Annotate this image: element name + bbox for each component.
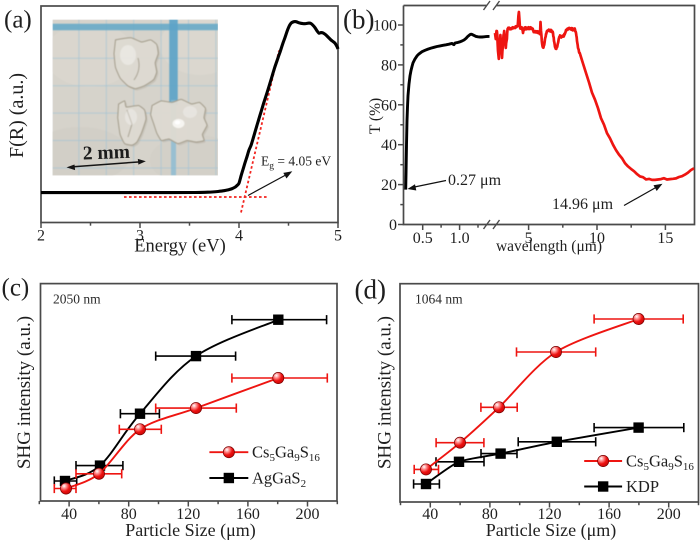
svg-text:160: 160 bbox=[597, 506, 621, 523]
svg-text:4: 4 bbox=[235, 228, 243, 245]
svg-text:120: 120 bbox=[176, 506, 200, 523]
svg-text:(a): (a) bbox=[4, 7, 32, 34]
svg-text:40: 40 bbox=[422, 506, 438, 523]
svg-text:0: 0 bbox=[389, 217, 397, 234]
svg-text:SHG intensity (a.u.): SHG intensity (a.u.) bbox=[14, 316, 35, 469]
svg-text:3: 3 bbox=[136, 228, 144, 245]
svg-text:80: 80 bbox=[482, 506, 498, 523]
svg-text:40: 40 bbox=[381, 137, 397, 154]
svg-text:15: 15 bbox=[657, 230, 673, 247]
svg-text:Energy (eV): Energy (eV) bbox=[134, 237, 226, 257]
svg-text:10: 10 bbox=[589, 230, 605, 247]
svg-text:F(R) (a.u.): F(R) (a.u.) bbox=[6, 73, 28, 158]
svg-text:2050 nm: 2050 nm bbox=[53, 292, 101, 307]
svg-text:T (%): T (%) bbox=[367, 98, 384, 134]
svg-text:200: 200 bbox=[296, 506, 320, 523]
svg-text:200: 200 bbox=[657, 506, 681, 523]
svg-text:5: 5 bbox=[334, 228, 342, 245]
svg-text:160: 160 bbox=[236, 506, 260, 523]
svg-text:2 mm: 2 mm bbox=[82, 142, 130, 165]
svg-text:60: 60 bbox=[381, 97, 397, 114]
svg-text:KDP: KDP bbox=[626, 477, 659, 496]
svg-text:2: 2 bbox=[37, 228, 45, 245]
svg-text:1.0: 1.0 bbox=[450, 230, 470, 247]
svg-text:0.5: 0.5 bbox=[413, 230, 433, 247]
svg-text:120: 120 bbox=[538, 506, 562, 523]
svg-text:20: 20 bbox=[381, 177, 397, 194]
svg-text:0.27 μm: 0.27 μm bbox=[448, 172, 502, 189]
svg-text:40: 40 bbox=[61, 506, 77, 523]
svg-text:80: 80 bbox=[381, 57, 397, 74]
svg-text:100: 100 bbox=[373, 18, 397, 35]
svg-text:(c): (c) bbox=[2, 275, 30, 302]
svg-text:(b): (b) bbox=[343, 5, 374, 35]
svg-text:Particle Size (μm): Particle Size (μm) bbox=[125, 520, 256, 541]
svg-text:SHG intensity (a.u.): SHG intensity (a.u.) bbox=[375, 316, 396, 469]
svg-text:wavelength (μm): wavelength (μm) bbox=[496, 238, 602, 255]
svg-text:Eg = 4.05 eV: Eg = 4.05 eV bbox=[261, 154, 331, 172]
svg-text:14.96 μm: 14.96 μm bbox=[552, 196, 614, 213]
svg-text:AgGaS2: AgGaS2 bbox=[252, 469, 306, 491]
svg-text:1064 nm: 1064 nm bbox=[415, 292, 463, 307]
svg-text:80: 80 bbox=[121, 506, 137, 523]
svg-text:5: 5 bbox=[525, 230, 533, 247]
svg-text:Particle Size (μm): Particle Size (μm) bbox=[486, 520, 617, 541]
svg-text:Cs5Ga9S16: Cs5Ga9S16 bbox=[626, 452, 694, 474]
svg-text:Cs5Ga9S16: Cs5Ga9S16 bbox=[252, 443, 320, 465]
svg-text:(d): (d) bbox=[355, 275, 386, 305]
